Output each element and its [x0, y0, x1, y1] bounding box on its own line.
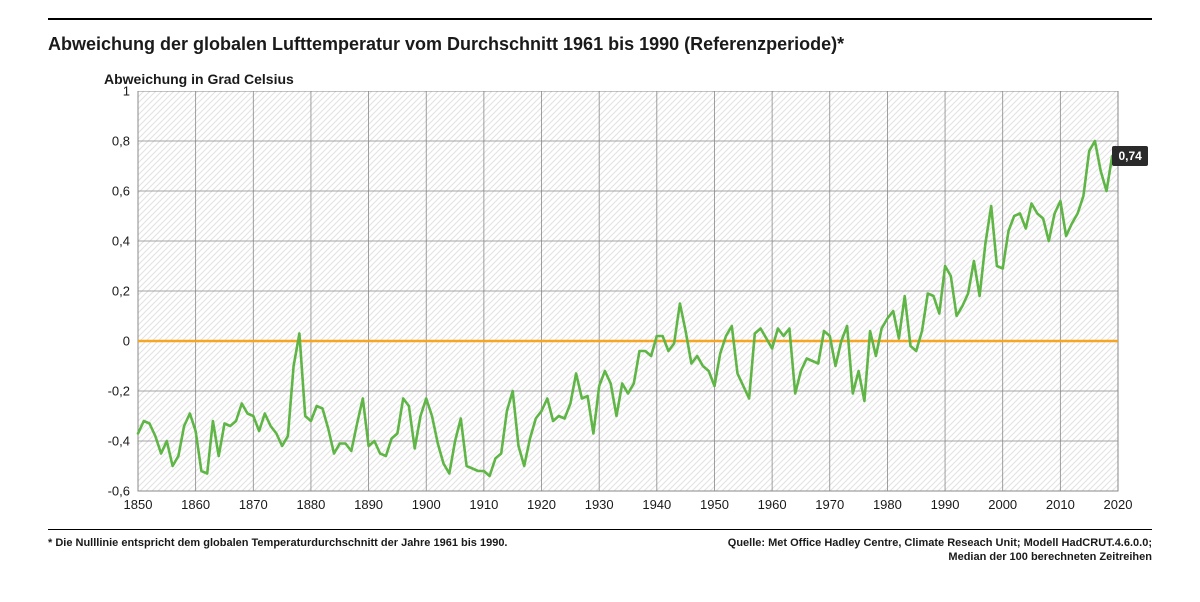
x-tick-label: 1990	[931, 497, 960, 512]
chart-page: Abweichung der globalen Lufttemperatur v…	[0, 0, 1200, 602]
source-line-1: Quelle: Met Office Hadley Centre, Climat…	[728, 536, 1152, 550]
footnote-left: * Die Nulllinie entspricht dem globalen …	[48, 536, 508, 565]
source-line-2: Median der 100 berechneten Zeitreihen	[728, 550, 1152, 564]
chart-area: -0,6-0,4-0,200,20,40,60,8118501860187018…	[48, 91, 1158, 519]
x-tick-label: 2020	[1104, 497, 1133, 512]
x-tick-label: 1850	[124, 497, 153, 512]
y-tick-label: 0,2	[58, 284, 130, 299]
chart-svg	[48, 91, 1158, 519]
x-tick-label: 1890	[354, 497, 383, 512]
x-tick-label: 1970	[815, 497, 844, 512]
y-tick-label: -0,6	[58, 484, 130, 499]
x-tick-label: 1880	[296, 497, 325, 512]
y-tick-label: 0,8	[58, 134, 130, 149]
chart-subtitle: Abweichung in Grad Celsius	[104, 71, 1152, 87]
x-tick-label: 1920	[527, 497, 556, 512]
x-tick-label: 1910	[469, 497, 498, 512]
y-tick-label: 0,4	[58, 234, 130, 249]
x-tick-label: 1900	[412, 497, 441, 512]
x-tick-label: 1860	[181, 497, 210, 512]
y-tick-label: -0,4	[58, 434, 130, 449]
x-tick-label: 1950	[700, 497, 729, 512]
x-tick-label: 1930	[585, 497, 614, 512]
y-tick-label: -0,2	[58, 384, 130, 399]
bottom-rule	[48, 529, 1152, 530]
value-callout: 0,74	[1112, 146, 1147, 166]
y-tick-label: 0	[58, 334, 130, 349]
x-tick-label: 1980	[873, 497, 902, 512]
x-tick-label: 1940	[642, 497, 671, 512]
x-tick-label: 1870	[239, 497, 268, 512]
y-tick-label: 1	[58, 84, 130, 99]
chart-title: Abweichung der globalen Lufttemperatur v…	[48, 34, 1152, 55]
footer: * Die Nulllinie entspricht dem globalen …	[48, 536, 1152, 565]
footnote-right: Quelle: Met Office Hadley Centre, Climat…	[728, 536, 1152, 565]
x-tick-label: 2010	[1046, 497, 1075, 512]
y-tick-label: 0,6	[58, 184, 130, 199]
x-tick-label: 2000	[988, 497, 1017, 512]
top-rule	[48, 18, 1152, 20]
x-tick-label: 1960	[758, 497, 787, 512]
